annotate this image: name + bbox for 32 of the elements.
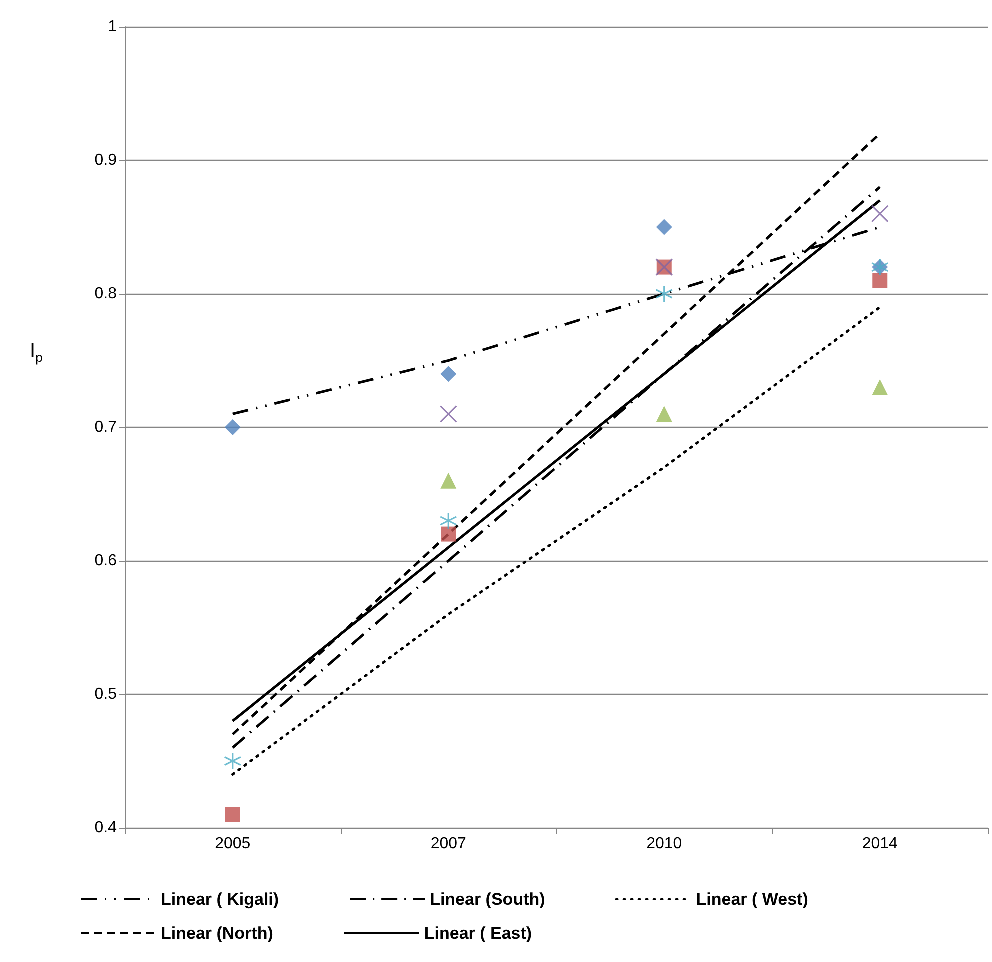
legend-label: Linear ( East) (424, 924, 532, 943)
point (872, 379, 888, 396)
x-tick-label: 2014 (862, 836, 898, 852)
point (441, 526, 456, 542)
point (440, 512, 458, 530)
x-tick-label: 2010 (646, 836, 682, 852)
point (440, 472, 457, 489)
y-tick-label: 0.4 (94, 820, 118, 836)
legend-label: Linear ( West) (696, 890, 808, 909)
point (656, 285, 674, 303)
y-tick-label: 0.9 (94, 152, 118, 169)
legend-label: Linear ( Kigali) (161, 890, 280, 909)
point (871, 205, 889, 223)
y-tick-label: 0.5 (94, 686, 118, 703)
x-tick-label: 2005 (215, 836, 251, 852)
x-tick-label: 2007 (430, 836, 467, 852)
y-tick-label: 0.8 (94, 286, 118, 302)
point (656, 406, 672, 422)
point (656, 219, 672, 236)
y-tick-label: 1 (108, 18, 118, 36)
point (872, 273, 888, 288)
legend-label: Linear (South) (430, 890, 546, 909)
line-series (232, 306, 882, 776)
point (440, 405, 458, 423)
point (225, 807, 240, 822)
y-axis-title: I$_{p}$ (30, 340, 43, 365)
point (224, 420, 241, 436)
legend-label: Linear (North) (161, 924, 274, 943)
y-tick-label: 0.6 (94, 552, 118, 570)
point (224, 752, 242, 770)
y-tick-label: 0.7 (94, 419, 118, 436)
point (440, 366, 457, 382)
